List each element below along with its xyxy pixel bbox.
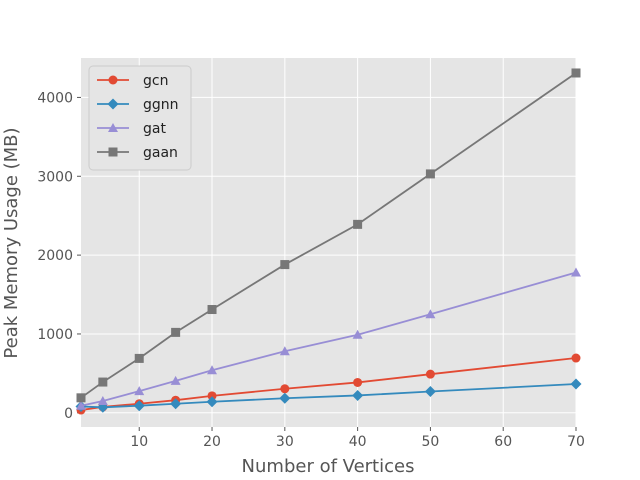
legend-swatch-marker: [108, 75, 118, 85]
data-point-ggnn: [206, 396, 218, 408]
data-point-gat: [571, 267, 581, 277]
data-point-gcn: [571, 353, 581, 363]
data-point-gaan: [425, 169, 435, 179]
data-point-gcn: [280, 384, 290, 394]
series-gat: [76, 267, 581, 410]
legend-entry-ggnn: ggnn: [97, 97, 179, 113]
legend-label: gat: [143, 121, 166, 137]
data-point-gaan: [207, 305, 217, 315]
grid-lines: [81, 58, 577, 427]
data-point-gaan: [134, 353, 144, 363]
data-point-gat: [76, 400, 86, 410]
data-point-ggnn: [170, 398, 182, 410]
series-layer: [75, 68, 582, 415]
data-point-gat: [207, 365, 218, 375]
y-tick-label: 2000: [37, 248, 73, 264]
legend-swatch-marker: [108, 123, 118, 132]
data-point-gaan: [571, 68, 581, 78]
data-point-gaan: [280, 260, 290, 270]
legend: gcn ggnn gat gaan: [88, 65, 192, 171]
data-point-ggnn: [424, 386, 436, 398]
legend-swatch-marker: [107, 98, 119, 110]
data-point-ggnn: [279, 392, 291, 404]
x-tick-label: 20: [203, 434, 221, 450]
y-tick-label: 0: [64, 406, 73, 422]
series-gaan: [76, 68, 581, 403]
legend-entry-gat: gat: [97, 121, 166, 137]
legend-entry-gcn: gcn: [97, 73, 168, 89]
data-point-ggnn: [352, 389, 364, 401]
y-axis-label: Peak Memory Usage (MB): [1, 127, 22, 358]
x-tick-label: 50: [421, 434, 439, 450]
data-point-ggnn: [133, 400, 145, 412]
legend-swatch-marker: [108, 147, 118, 157]
legend-label: gaan: [143, 145, 178, 161]
data-point-gat: [170, 375, 181, 385]
x-axis-ticks: 10 20 30 40 50 60 70: [130, 427, 585, 450]
data-point-gat: [134, 386, 145, 396]
legend-label: ggnn: [143, 97, 179, 113]
data-point-gcn: [425, 369, 435, 379]
x-tick-label: 60: [494, 434, 512, 450]
data-point-gaan: [76, 393, 86, 403]
data-point-gcn: [353, 377, 363, 387]
y-axis-ticks: 0 1000 2000 3000 4000: [37, 90, 81, 422]
data-point-gaan: [98, 377, 108, 387]
x-axis-label: Number of Vertices: [242, 456, 415, 477]
data-point-ggnn: [570, 378, 582, 390]
data-point-gcn: [207, 391, 217, 401]
data-point-gat: [425, 309, 436, 319]
y-tick-label: 4000: [37, 90, 73, 106]
y-tick-label: 3000: [37, 169, 73, 185]
data-point-gat: [279, 346, 290, 356]
legend-label: gcn: [143, 73, 168, 89]
data-point-gat: [352, 329, 363, 339]
x-tick-label: 70: [567, 434, 585, 450]
data-point-gaan: [171, 327, 181, 337]
data-point-gaan: [353, 219, 363, 229]
legend-box: [88, 65, 192, 171]
legend-entry-gaan: gaan: [97, 145, 178, 161]
y-tick-label: 1000: [37, 327, 73, 343]
x-tick-label: 30: [276, 434, 294, 450]
data-point-gat: [97, 395, 108, 405]
x-tick-label: 10: [130, 434, 148, 450]
x-tick-label: 40: [349, 434, 367, 450]
